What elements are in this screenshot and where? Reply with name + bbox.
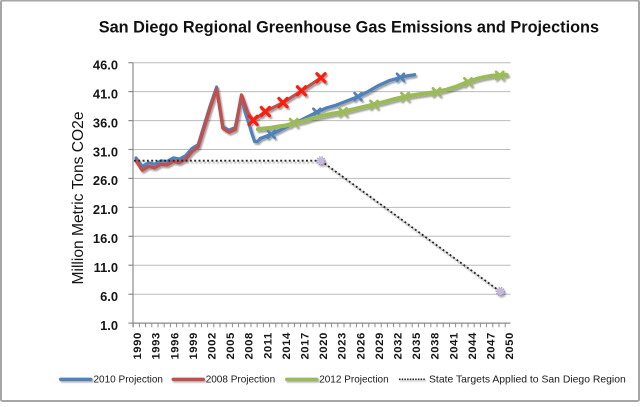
svg-text:1996: 1996 — [169, 332, 181, 359]
svg-text:2044: 2044 — [467, 332, 479, 359]
svg-text:San Diego Regional Greenhouse: San Diego Regional Greenhouse Gas Emissi… — [99, 19, 599, 37]
svg-text:2014: 2014 — [281, 332, 293, 359]
svg-text:2008 Projection: 2008 Projection — [206, 375, 276, 386]
svg-text:2023: 2023 — [337, 332, 349, 359]
svg-text:6.0: 6.0 — [100, 289, 118, 304]
svg-text:16.0: 16.0 — [93, 231, 118, 246]
svg-text:46.0: 46.0 — [93, 58, 118, 73]
svg-text:41.0: 41.0 — [93, 86, 118, 101]
svg-text:2012 Projection: 2012 Projection — [319, 375, 389, 386]
svg-text:2050: 2050 — [504, 332, 516, 359]
svg-text:2038: 2038 — [430, 332, 442, 359]
svg-text:2029: 2029 — [374, 332, 386, 359]
svg-text:Million Metric Tons CO2e: Million Metric Tons CO2e — [70, 111, 87, 284]
svg-text:21.0: 21.0 — [93, 202, 118, 217]
svg-text:1999: 1999 — [188, 332, 200, 359]
svg-text:31.0: 31.0 — [93, 144, 118, 159]
svg-text:2010 Projection: 2010 Projection — [94, 375, 164, 386]
svg-text:26.0: 26.0 — [93, 173, 118, 188]
svg-text:2008: 2008 — [244, 332, 256, 359]
svg-text:1993: 1993 — [151, 332, 163, 359]
svg-text:State Targets Applied to San D: State Targets Applied to San Diego Regio… — [429, 375, 626, 386]
svg-text:2026: 2026 — [355, 332, 367, 359]
svg-text:2005: 2005 — [225, 332, 237, 359]
svg-text:36.0: 36.0 — [93, 115, 118, 130]
svg-text:2017: 2017 — [300, 332, 312, 359]
svg-text:2020: 2020 — [318, 332, 330, 359]
svg-text:2011: 2011 — [262, 332, 274, 359]
svg-text:1.0: 1.0 — [100, 318, 118, 333]
svg-text:2041: 2041 — [448, 332, 460, 359]
svg-text:2002: 2002 — [207, 332, 219, 359]
svg-text:2035: 2035 — [411, 332, 423, 359]
svg-text:1990: 1990 — [132, 332, 144, 359]
svg-text:2047: 2047 — [486, 332, 498, 359]
svg-text:2032: 2032 — [393, 332, 405, 359]
svg-text:11.0: 11.0 — [94, 260, 118, 275]
